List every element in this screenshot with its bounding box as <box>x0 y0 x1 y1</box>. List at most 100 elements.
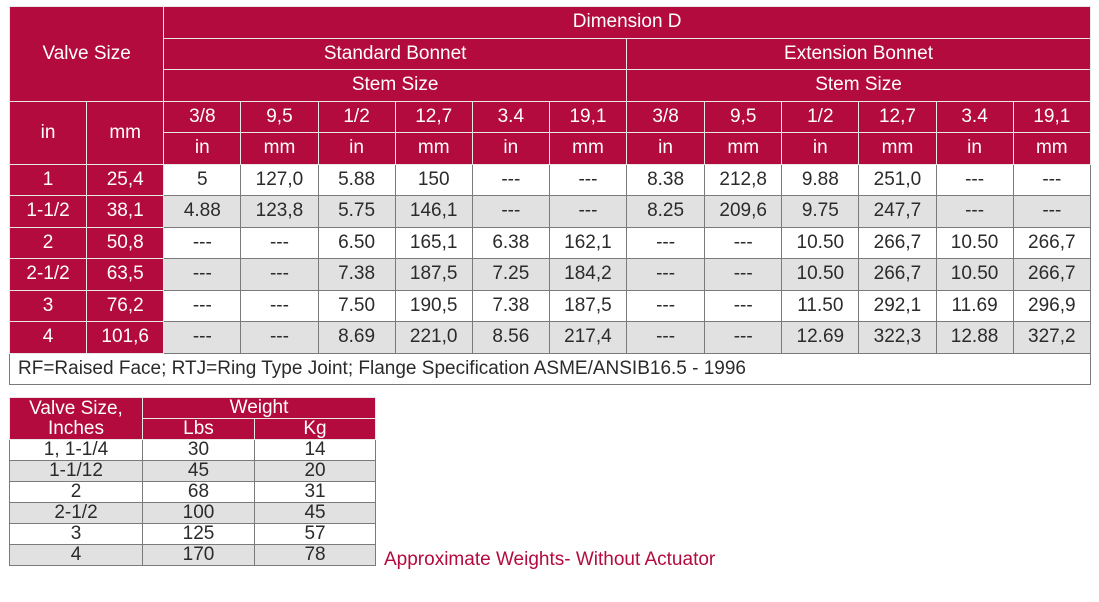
standard-bonnet-header: Standard Bonnet <box>163 37 628 70</box>
table-row: 4 101,6 --- --- 8.69 221,0 8.56 217,4 --- --- 12.6… <box>8 321 1092 354</box>
dimension-value-cell: 247,7 <box>858 195 937 228</box>
lbs-header: Lbs <box>142 418 255 440</box>
dimension-value-cell: 187,5 <box>394 258 473 291</box>
valve-size-mm-cell: 101,6 <box>86 321 165 354</box>
dimension-value-cell: --- <box>240 258 319 291</box>
weight-lbs-cell: 100 <box>142 502 255 524</box>
weight-size-cell: 2-1/2 <box>9 502 143 524</box>
dimension-value-cell: 162,1 <box>548 226 628 259</box>
stem-size-cell: 12,7 <box>858 100 937 133</box>
stem-unit-cell: in <box>471 132 550 165</box>
dimension-value-cell: 127,0 <box>240 163 319 196</box>
dimension-value-cell: 11.50 <box>781 289 860 322</box>
dimension-value-cell: --- <box>163 226 242 259</box>
dimension-value-cell: 292,1 <box>858 289 937 322</box>
dimension-value-cell: 123,8 <box>240 195 319 228</box>
stem-size-cell: 1/2 <box>317 100 396 133</box>
dimension-value-cell: 266,7 <box>1012 226 1092 259</box>
dimension-value-cell: 212,8 <box>704 163 783 196</box>
table-row: 1 25,4 5 127,0 5.88 150 --- --- 8.38 212,8 9.88 251… <box>8 163 1092 196</box>
dimension-value-cell: --- <box>1012 195 1092 228</box>
dimensions-table: Valve Size Dimension D Standard Bonnet E… <box>8 6 1092 385</box>
weight-size-header-line1: Valve Size, <box>29 397 123 419</box>
dimension-value-cell: 184,2 <box>548 258 628 291</box>
dimension-value-cell: 10.50 <box>781 226 860 259</box>
stem-size-cell: 3.4 <box>471 100 550 133</box>
stem-unit-cell: mm <box>394 132 473 165</box>
table-row: 3 125 57 <box>9 523 377 545</box>
dimension-value-cell: 7.50 <box>317 289 396 322</box>
stem-size-cell: 3/8 <box>163 100 242 133</box>
dimension-value-cell: 8.56 <box>471 321 550 354</box>
kg-header: Kg <box>253 418 377 440</box>
dimension-value-cell: 217,4 <box>548 321 628 354</box>
dimension-value-cell: 146,1 <box>394 195 473 228</box>
table-row: 2 50,8 --- --- 6.50 165,1 6.38 162,1 --- --- 10.50… <box>8 226 1092 259</box>
weight-kg-cell: 31 <box>253 481 377 503</box>
weight-size-header-line2: Inches <box>48 417 104 439</box>
dimension-value-cell: 266,7 <box>858 226 937 259</box>
stem-unit-cell: in <box>163 132 242 165</box>
dimension-value-cell: 9.75 <box>781 195 860 228</box>
valve-size-mm-cell: 63,5 <box>86 258 165 291</box>
dimension-value-cell: --- <box>935 195 1014 228</box>
dimension-value-cell: 187,5 <box>548 289 628 322</box>
valve-size-mm-cell: 38,1 <box>86 195 165 228</box>
table-row: 1, 1-1/4 30 14 <box>9 439 377 461</box>
standard-stem-size-header: Stem Size <box>163 69 628 102</box>
stem-unit-cell: mm <box>240 132 319 165</box>
dimension-value-cell: --- <box>626 289 706 322</box>
table-row: 2-1/2 100 45 <box>9 502 377 524</box>
dimension-value-cell: 10.50 <box>781 258 860 291</box>
dimension-value-cell: --- <box>163 258 242 291</box>
dimension-value-cell: --- <box>704 226 783 259</box>
valve-size-header: Valve Size <box>8 6 165 102</box>
dimension-value-cell: --- <box>471 163 550 196</box>
dimension-value-cell: 266,7 <box>858 258 937 291</box>
table-row: 4 170 78 <box>9 544 377 566</box>
weight-kg-cell: 45 <box>253 502 377 524</box>
dimension-value-cell: --- <box>240 321 319 354</box>
weight-header: Weight <box>141 397 377 419</box>
dimension-value-cell: --- <box>163 289 242 322</box>
dimension-value-cell: --- <box>548 195 628 228</box>
dimension-value-cell: 266,7 <box>1012 258 1092 291</box>
dimension-value-cell: 8.38 <box>626 163 706 196</box>
dimension-value-cell: --- <box>626 258 706 291</box>
weight-kg-cell: 57 <box>253 523 377 545</box>
dimension-value-cell: 221,0 <box>394 321 473 354</box>
extension-bonnet-header: Extension Bonnet <box>626 37 1091 70</box>
weight-lbs-cell: 125 <box>142 523 255 545</box>
dimension-value-cell: 7.38 <box>471 289 550 322</box>
dimension-value-cell: 11.69 <box>935 289 1014 322</box>
weight-size-cell: 2 <box>9 481 143 503</box>
weight-size-cell: 1-1/12 <box>9 460 143 482</box>
table-row: 1-1/12 45 20 <box>9 460 377 482</box>
dimension-value-cell: 327,2 <box>1012 321 1092 354</box>
valve-size-in-cell: 1-1/2 <box>8 195 88 228</box>
dimension-value-cell: 150 <box>394 163 473 196</box>
weight-size-cell: 1, 1-1/4 <box>9 439 143 461</box>
weight-lbs-cell: 68 <box>142 481 255 503</box>
valve-size-mm-cell: 25,4 <box>86 163 165 196</box>
dimension-value-cell: 12.88 <box>935 321 1014 354</box>
dimension-value-cell: --- <box>704 289 783 322</box>
dimension-value-cell: 5 <box>163 163 242 196</box>
dimension-value-cell: 296,9 <box>1012 289 1092 322</box>
valve-size-in-cell: 1 <box>8 163 88 196</box>
stem-size-cell: 12,7 <box>394 100 473 133</box>
approximate-weights-note: Approximate Weights- Without Actuator <box>384 549 716 570</box>
dimension-value-cell: --- <box>626 226 706 259</box>
dimension-d-header: Dimension D <box>163 6 1091 39</box>
dimension-value-cell: 251,0 <box>858 163 937 196</box>
dimension-value-cell: --- <box>240 289 319 322</box>
dimension-value-cell: --- <box>471 195 550 228</box>
dimension-value-cell: --- <box>1012 163 1092 196</box>
stem-unit-cell: in <box>935 132 1014 165</box>
stem-size-cell: 19,1 <box>548 100 628 133</box>
stem-unit-cell: mm <box>548 132 628 165</box>
extension-stem-size-header: Stem Size <box>626 69 1091 102</box>
dimension-value-cell: --- <box>704 321 783 354</box>
dimension-value-cell: 6.38 <box>471 226 550 259</box>
stem-unit-cell: mm <box>1012 132 1092 165</box>
